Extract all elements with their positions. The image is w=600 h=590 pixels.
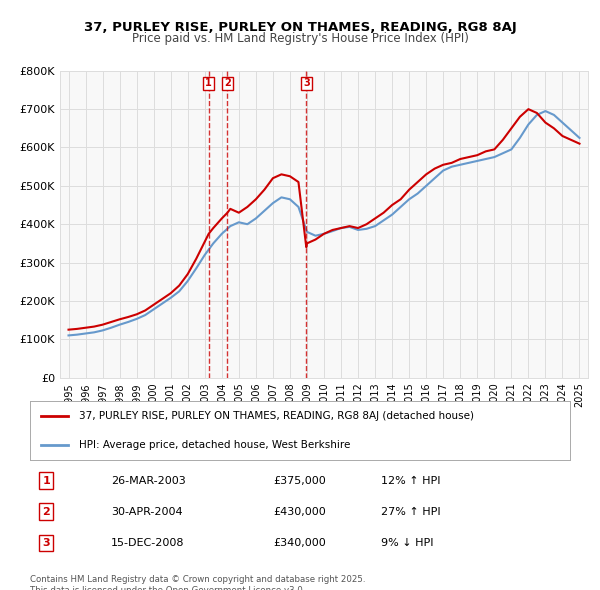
Text: 3: 3 (43, 538, 50, 548)
Text: 27% ↑ HPI: 27% ↑ HPI (381, 507, 440, 517)
Text: £375,000: £375,000 (273, 476, 326, 486)
Text: 12% ↑ HPI: 12% ↑ HPI (381, 476, 440, 486)
Text: Price paid vs. HM Land Registry's House Price Index (HPI): Price paid vs. HM Land Registry's House … (131, 32, 469, 45)
Text: 37, PURLEY RISE, PURLEY ON THAMES, READING, RG8 8AJ (detached house): 37, PURLEY RISE, PURLEY ON THAMES, READI… (79, 411, 473, 421)
Text: Contains HM Land Registry data © Crown copyright and database right 2025.
This d: Contains HM Land Registry data © Crown c… (30, 575, 365, 590)
Text: HPI: Average price, detached house, West Berkshire: HPI: Average price, detached house, West… (79, 441, 350, 450)
Text: £340,000: £340,000 (273, 538, 326, 548)
Text: 3: 3 (303, 78, 310, 88)
Text: 37, PURLEY RISE, PURLEY ON THAMES, READING, RG8 8AJ: 37, PURLEY RISE, PURLEY ON THAMES, READI… (83, 21, 517, 34)
Text: 9% ↓ HPI: 9% ↓ HPI (381, 538, 433, 548)
Text: 1: 1 (205, 78, 212, 88)
Text: £430,000: £430,000 (273, 507, 326, 517)
Text: 26-MAR-2003: 26-MAR-2003 (111, 476, 186, 486)
Text: 1: 1 (43, 476, 50, 486)
Text: 2: 2 (43, 507, 50, 517)
Text: 15-DEC-2008: 15-DEC-2008 (111, 538, 185, 548)
Text: 30-APR-2004: 30-APR-2004 (111, 507, 182, 517)
Text: 2: 2 (224, 78, 231, 88)
